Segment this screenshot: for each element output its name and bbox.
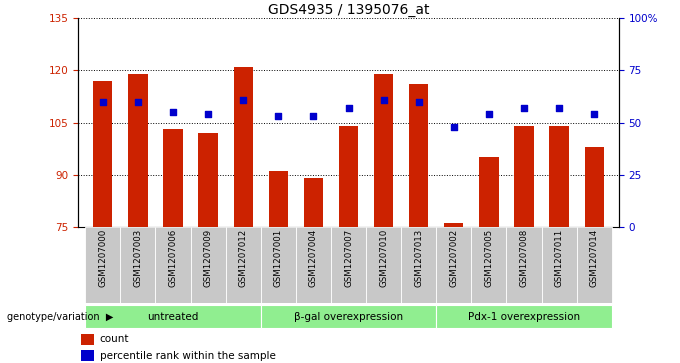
Text: GSM1207013: GSM1207013 (414, 229, 423, 287)
Bar (296, 227, 331, 303)
Text: GSM1207009: GSM1207009 (203, 229, 213, 287)
Point (273, 113, 284, 119)
Bar (93, 81, 112, 227)
Bar (120, 227, 156, 303)
Point (97, 99, 108, 105)
Bar (81, 350, 95, 362)
Point (413, 99, 424, 105)
Bar (577, 227, 612, 303)
Bar (549, 126, 568, 227)
Bar (339, 126, 358, 227)
Bar (85, 305, 260, 328)
Text: GSM1207006: GSM1207006 (169, 229, 177, 287)
Bar (156, 227, 190, 303)
Point (519, 105, 530, 111)
Text: GSM1207000: GSM1207000 (99, 229, 107, 287)
Bar (85, 227, 120, 303)
Bar (444, 223, 464, 227)
Point (133, 99, 143, 105)
Text: GSM1207011: GSM1207011 (555, 229, 564, 287)
Bar (479, 157, 498, 227)
Bar (541, 227, 577, 303)
Bar (163, 130, 183, 227)
Text: GSM1207004: GSM1207004 (309, 229, 318, 287)
Bar (260, 227, 296, 303)
Text: GSM1207001: GSM1207001 (274, 229, 283, 287)
Point (378, 97, 389, 102)
Bar (331, 227, 366, 303)
Text: β-gal overexpression: β-gal overexpression (294, 312, 403, 322)
Text: Pdx-1 overexpression: Pdx-1 overexpression (468, 312, 580, 322)
Text: GSM1207008: GSM1207008 (520, 229, 528, 287)
Point (167, 109, 178, 115)
Point (483, 111, 494, 117)
Text: GSM1207014: GSM1207014 (590, 229, 598, 287)
Bar (374, 74, 393, 227)
Text: percentile rank within the sample: percentile rank within the sample (100, 351, 275, 361)
Bar (199, 133, 218, 227)
Point (589, 111, 600, 117)
Bar (81, 334, 95, 345)
Bar (233, 67, 253, 227)
Point (554, 105, 564, 111)
Bar (437, 227, 471, 303)
Bar (129, 74, 148, 227)
Point (308, 113, 319, 119)
Bar (260, 305, 437, 328)
Bar (304, 178, 323, 227)
Bar (366, 227, 401, 303)
Bar (514, 126, 534, 227)
Bar (409, 84, 428, 227)
Bar (507, 227, 541, 303)
Point (448, 124, 459, 130)
Point (203, 111, 214, 117)
Text: GSM1207005: GSM1207005 (484, 229, 494, 287)
Bar (226, 227, 260, 303)
Point (238, 97, 249, 102)
Bar (471, 227, 507, 303)
Bar (401, 227, 437, 303)
Text: GSM1207002: GSM1207002 (449, 229, 458, 287)
Text: GSM1207010: GSM1207010 (379, 229, 388, 287)
Text: count: count (100, 334, 129, 344)
Text: untreated: untreated (148, 312, 199, 322)
Title: GDS4935 / 1395076_at: GDS4935 / 1395076_at (268, 3, 429, 17)
Bar (190, 227, 226, 303)
Bar (585, 147, 604, 227)
Text: GSM1207003: GSM1207003 (133, 229, 142, 287)
Text: GSM1207007: GSM1207007 (344, 229, 353, 287)
Text: genotype/variation  ▶: genotype/variation ▶ (7, 312, 113, 322)
Bar (437, 305, 612, 328)
Bar (269, 171, 288, 227)
Text: GSM1207012: GSM1207012 (239, 229, 248, 287)
Point (343, 105, 354, 111)
